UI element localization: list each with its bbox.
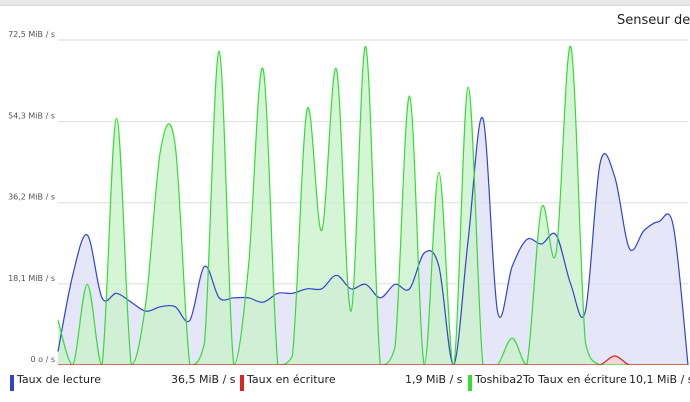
legend-value-write: 1,9 MiB / s xyxy=(405,373,463,386)
legend-value-read: 36,5 MiB / s xyxy=(171,373,236,386)
legend-swatch-read xyxy=(10,375,14,391)
y-tick-label: 54,3 MiB / s xyxy=(8,112,55,121)
y-tick-label: 0 o / s xyxy=(31,355,55,364)
legend-swatch-write xyxy=(240,375,244,391)
series-line xyxy=(57,46,688,366)
y-tick-label: 36,2 MiB / s xyxy=(8,193,55,202)
series-line xyxy=(57,116,689,366)
series-area xyxy=(58,356,688,365)
y-tick-label: 72,5 MiB / s xyxy=(8,30,55,39)
legend-label-toshiba: Toshiba2To Taux en écriture xyxy=(475,373,627,386)
legend-swatch-toshiba xyxy=(468,375,472,391)
legend-value-toshiba: 10,1 MiB / s xyxy=(629,373,690,386)
y-tick-label: 18,1 MiB / s xyxy=(8,274,55,283)
legend-label-read: Taux de lecture xyxy=(17,373,102,386)
y-axis-ticks: 0 o / s 18,1 MiB / s 36,2 MiB / s 54,3 MiB … xyxy=(8,30,55,364)
legend: Taux de lecture 36,5 MiB / s Taux en écr… xyxy=(0,365,690,396)
legend-label-write: Taux en écriture xyxy=(247,373,336,386)
chart-title: Senseur de su xyxy=(617,13,690,28)
